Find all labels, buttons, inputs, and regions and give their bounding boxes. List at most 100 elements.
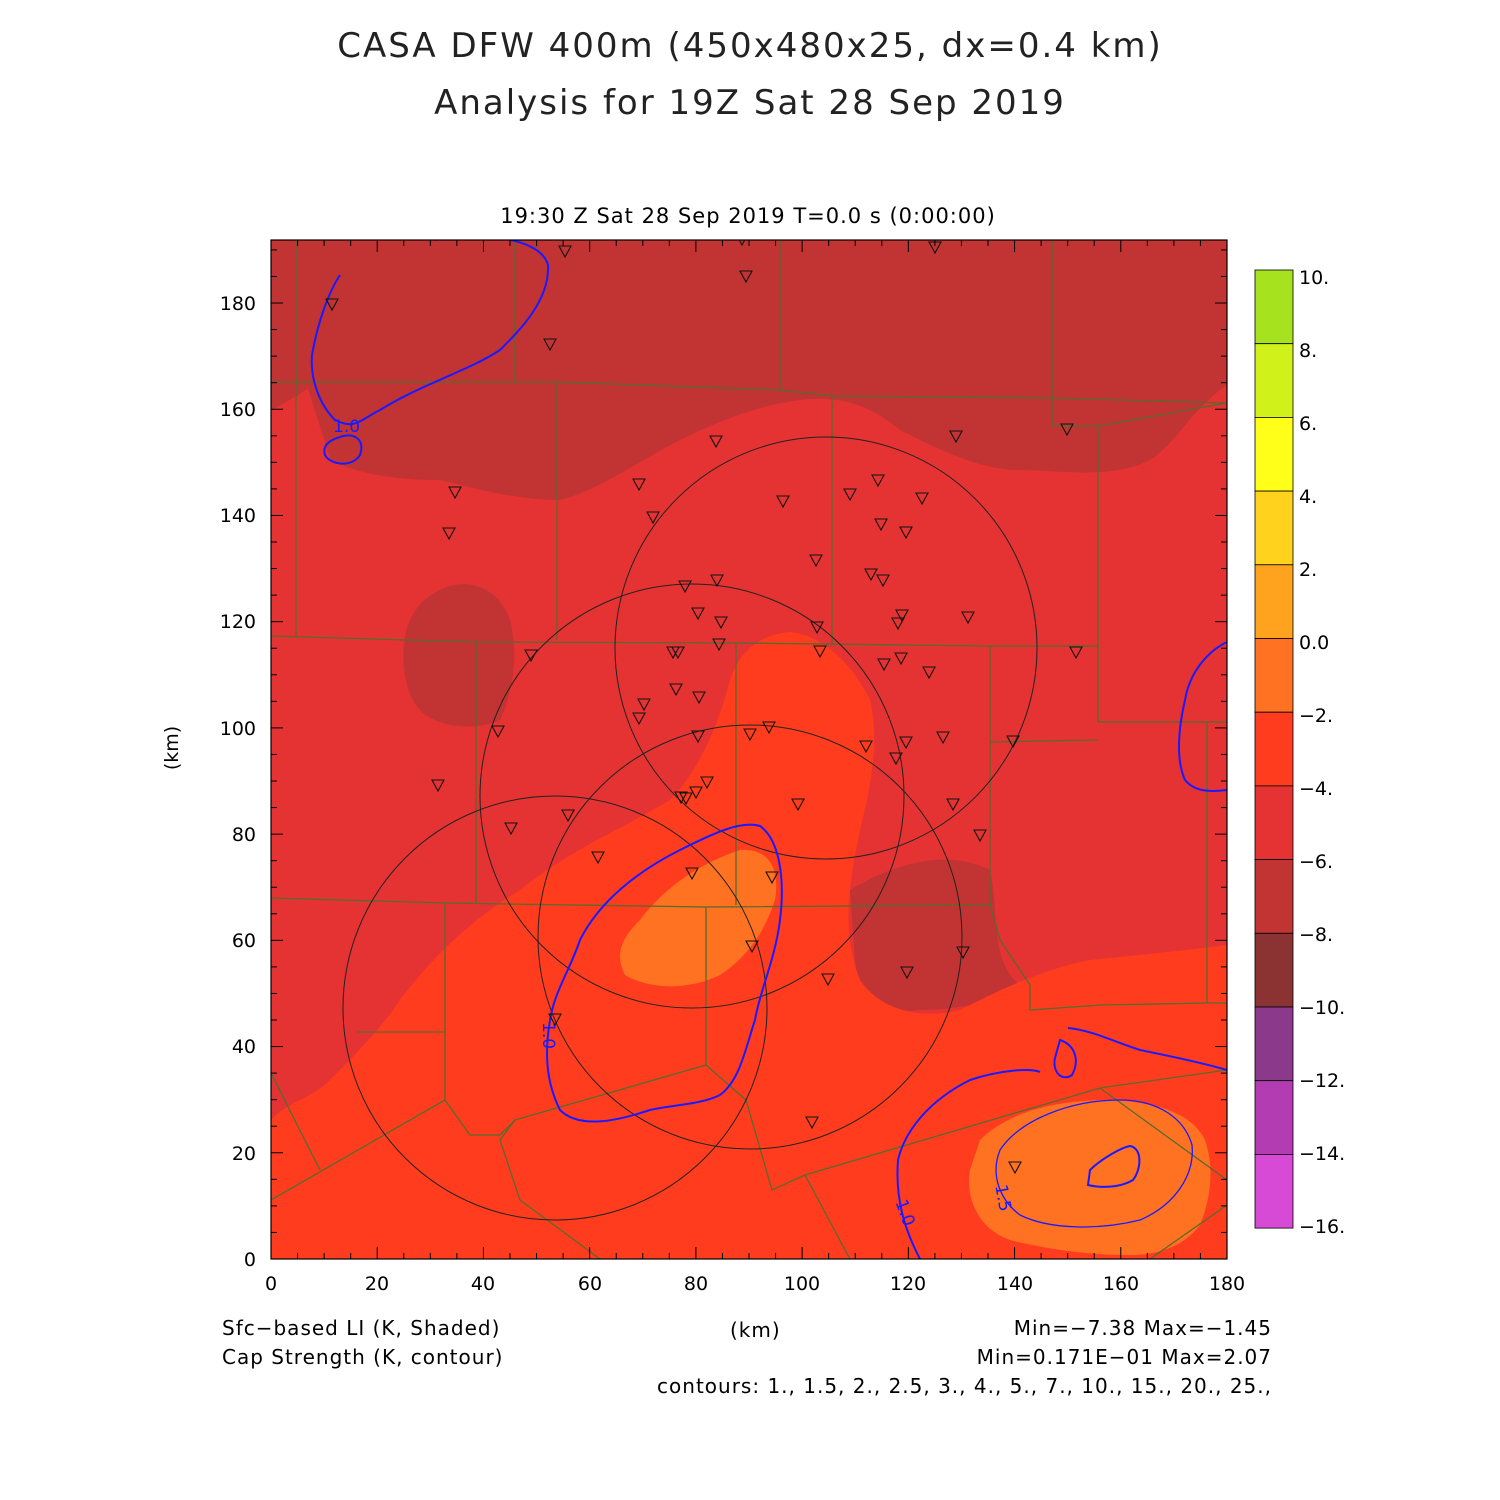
map-title: CASA DFW 400m (450x480x25, dx=0.4 km)	[337, 26, 1163, 66]
boundary-line	[1149, 1204, 1227, 1259]
colorbar-swatch	[1254, 564, 1294, 639]
station-marker	[745, 940, 759, 954]
radar-ring	[479, 583, 905, 1009]
x-tick-label: 140	[997, 1273, 1033, 1295]
station-marker	[691, 607, 705, 621]
contour-line	[323, 434, 363, 465]
station-marker	[776, 495, 790, 509]
station-marker	[791, 798, 805, 812]
y-tick-label: 0	[244, 1249, 256, 1271]
x-tick-label: 100	[784, 1273, 820, 1295]
station-marker	[504, 822, 518, 836]
station-marker	[821, 973, 835, 987]
x-tick-label: 80	[684, 1273, 708, 1295]
colorbar-swatch	[1254, 859, 1294, 934]
colorbar-swatch	[1254, 638, 1294, 713]
y-tick-label: 160	[220, 399, 256, 421]
station-marker	[813, 645, 827, 659]
station-marker	[632, 712, 646, 726]
station-marker	[874, 518, 888, 532]
station-marker	[1006, 735, 1020, 749]
contour-label: 1.5	[990, 1183, 1014, 1213]
y-tick-label: 80	[232, 824, 256, 846]
valid-time-label: 19:30 Z Sat 28 Sep 2019 T=0.0 s (0:00:00…	[500, 204, 996, 228]
contour-line	[1053, 1038, 1077, 1079]
station-marker	[743, 728, 757, 742]
station-marker	[843, 488, 857, 502]
li-dark-shade-east	[850, 859, 1020, 1011]
station-marker	[877, 658, 891, 672]
contour-label: 1.0	[538, 1022, 558, 1049]
colorbar-label: −2.	[1299, 705, 1333, 727]
li-warmest-shade-center	[620, 849, 777, 987]
colorbar-swatch	[1254, 416, 1294, 492]
station-marker	[709, 435, 723, 449]
colorbar-swatch	[1254, 269, 1294, 345]
radar-ring	[537, 724, 963, 1150]
shaded-field-label: Sfc−based LI (K, Shaded)	[222, 1316, 501, 1340]
station-marker	[685, 867, 699, 881]
county-boundaries	[271, 240, 1227, 1259]
station-marker	[871, 474, 885, 488]
station-marker	[810, 621, 824, 635]
station-marker	[765, 871, 779, 885]
colorbar-swatch	[1254, 1154, 1294, 1229]
shaded-field	[271, 240, 1227, 1259]
station-marker	[632, 478, 646, 492]
colorbar-swatch	[1254, 711, 1294, 787]
colorbar-label: 8.	[1299, 340, 1317, 362]
contour-line	[1086, 1144, 1141, 1188]
station-marker	[956, 946, 970, 960]
colorbar-label: −12.	[1299, 1070, 1345, 1092]
boundary-line	[514, 1064, 707, 1121]
station-marker	[946, 798, 960, 812]
station-marker	[876, 574, 890, 588]
boundary-line	[444, 903, 516, 1136]
colorbar-label: 10.	[1299, 267, 1329, 289]
station-marker	[805, 1116, 819, 1130]
contour-line	[896, 1069, 1041, 1259]
x-axis-ticks	[270, 240, 1228, 1259]
station-marker	[671, 646, 685, 660]
station-marker	[700, 776, 714, 790]
contour-field-label: Cap Strength (K, contour)	[222, 1345, 504, 1369]
x-axis-label: (km)	[730, 1318, 781, 1342]
station-marker	[714, 616, 728, 630]
station-marker	[543, 338, 557, 352]
station-marker	[646, 511, 660, 525]
boundary-line	[1099, 1087, 1227, 1181]
colorbar	[1254, 269, 1294, 1229]
boundary-line	[1051, 240, 1227, 427]
station-marker	[591, 851, 605, 865]
contour-line	[1178, 641, 1227, 792]
station-marker	[548, 1013, 562, 1027]
station-marker	[1069, 646, 1083, 660]
station-marker	[442, 527, 456, 541]
station-marker	[679, 792, 693, 806]
shaded-range-label: Min=−7.38 Max=−1.45	[1013, 1316, 1272, 1340]
colorbar-label: −4.	[1299, 778, 1333, 800]
station-marker	[864, 568, 878, 582]
boundary-line	[989, 904, 1208, 1011]
station-marker	[895, 609, 909, 623]
y-tick-label: 20	[232, 1143, 256, 1165]
y-axis-ticks	[271, 249, 1227, 1260]
colorbar-swatch	[1254, 1080, 1294, 1155]
colorbar-label: −16.	[1299, 1216, 1345, 1238]
colorbar-labels: 10. 8. 6. 4. 2. 0.0 −2. −4. −6. −8. −10.…	[1299, 267, 1345, 1238]
boundary-line	[271, 1099, 446, 1201]
station-marker	[762, 721, 776, 735]
station-marker	[891, 617, 905, 631]
station-marker	[710, 574, 724, 588]
x-tick-label: 20	[365, 1273, 389, 1295]
colorbar-label: 6.	[1299, 413, 1317, 435]
x-tick-label: 180	[1209, 1273, 1245, 1295]
contour-label: 1.0	[333, 417, 360, 437]
station-marker	[691, 730, 705, 744]
boundary-line	[271, 897, 991, 908]
contour-line	[546, 823, 783, 1123]
colorbar-swatch	[1254, 932, 1294, 1008]
li-dark-shade-center	[403, 584, 515, 727]
boundary-line	[271, 1072, 321, 1171]
colorbar-label: 2.	[1299, 559, 1317, 581]
